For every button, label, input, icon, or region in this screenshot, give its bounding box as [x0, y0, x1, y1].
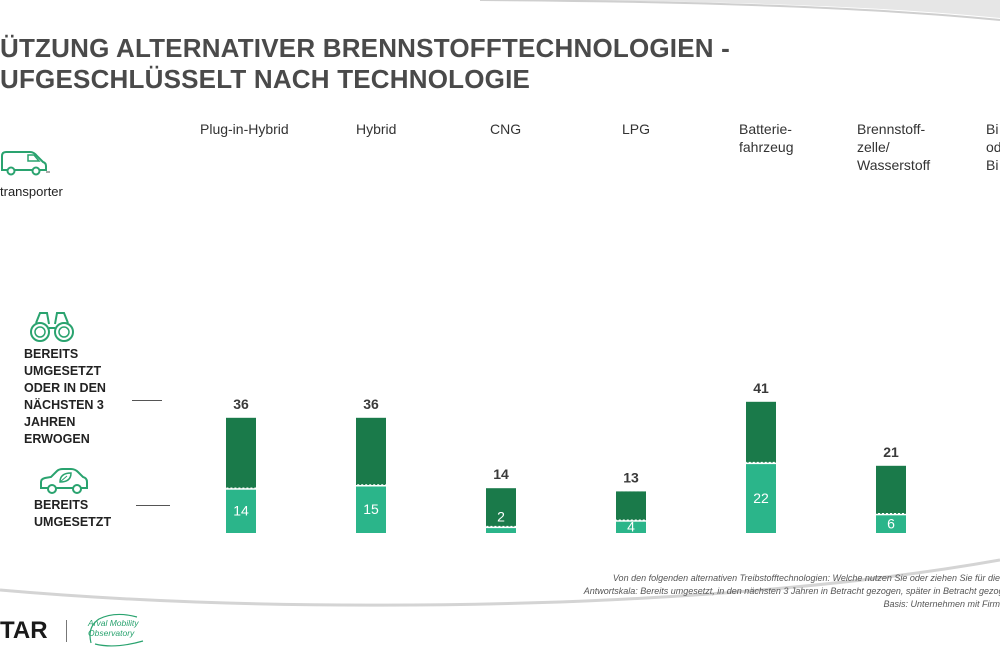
bar-implemented-1: [356, 486, 386, 533]
legend-implemented-label: BEREITS UMGESETZT: [34, 498, 112, 529]
bar-total-label-1: 36: [363, 396, 379, 412]
bar-total-label-5: 21: [883, 444, 899, 460]
bar-considered-4: [746, 401, 776, 463]
legend-implemented-leader: [136, 505, 170, 506]
bar-implemented-2: [486, 528, 516, 533]
bar-considered-edge-2: [484, 486, 518, 528]
legend-considered-leader: [132, 400, 162, 401]
car-leaf-icon: [40, 468, 88, 494]
bar-implemented-0: [226, 489, 256, 533]
bar-considered-edge-1: [354, 416, 388, 486]
bar-implemented-5: [876, 515, 906, 533]
category-label-batteriefahrzeug: Batterie- fahrzeug: [739, 121, 794, 155]
category-label-lpg: LPG: [622, 121, 651, 137]
segment-label-transporter: transporter: [0, 184, 63, 199]
company-logo-text: TAR: [0, 617, 48, 644]
bar-considered-edge-0: [224, 416, 258, 489]
bar-inner-label-2: 2: [497, 509, 505, 525]
bar-inner-label-1: 15: [363, 501, 379, 517]
footnote-basis: Basis: Unternehmen mit Firm: [883, 599, 1000, 609]
bar-inner-label-0: 14: [233, 503, 249, 519]
category-label-brennstoffzelle: Brennstoff- zelle/ Wasserstoff: [857, 121, 931, 173]
page-title: ÜTZUNG ALTERNATIVER BRENNSTOFFTECHNOLOGI…: [0, 33, 730, 95]
binoculars-icon: [30, 312, 74, 342]
bar-inner-label-3: 4: [627, 519, 635, 535]
footnote-question: Von den folgenden alternativen Treibstof…: [612, 573, 1000, 583]
category-label-hybrid: Hybrid: [356, 121, 397, 137]
logo-separator: [66, 620, 67, 642]
category-label-cng: CNG: [490, 121, 522, 137]
van-icon: [1, 151, 50, 176]
bar-considered-edge-3: [614, 489, 648, 521]
title-line-1: ÜTZUNG ALTERNATIVER BRENNSTOFFTECHNOLOGI…: [0, 33, 731, 63]
bar-considered-edge-4: [744, 400, 778, 464]
bar-inner-label-4: 22: [753, 490, 769, 506]
bar-implemented-3: [616, 521, 646, 533]
bar-implemented-4: [746, 464, 776, 533]
arval-mobility-logo: [89, 613, 144, 647]
bar-considered-edge-5: [874, 464, 908, 515]
category-label-plug-in-hybrid: Plug-in-Hybrid: [200, 121, 289, 137]
bar-total-label-4: 41: [753, 380, 769, 396]
arval-logo-line-1: Arval Mobility: [88, 618, 139, 628]
bar-total-label-3: 13: [623, 469, 639, 485]
title-line-2: UFGESCHLÜSSELT NACH TECHNOLOGIE: [0, 64, 531, 94]
bar-considered-3: [616, 491, 646, 521]
category-label-biogas-truncated: Bi od Bi: [986, 121, 1000, 173]
bar-total-label-2: 14: [493, 466, 509, 482]
arval-logo-line-2: Observatory: [88, 628, 135, 638]
bar-inner-label-5: 6: [887, 515, 895, 531]
top-swoosh-decoration: [479, 0, 1000, 21]
bar-considered-2: [486, 488, 516, 527]
bottom-swoosh-decoration: [0, 558, 1000, 607]
bar-considered-5: [876, 465, 906, 514]
bar-considered-0: [226, 417, 256, 489]
bar-total-label-0: 36: [233, 396, 249, 412]
footnote-answer-scale: Antwortskala: Bereits umgesetzt, in den …: [583, 586, 1000, 596]
legend-considered-label: BEREITS UMGESETZT ODER IN DEN NÄCHSTEN 3…: [24, 347, 106, 446]
bar-considered-1: [356, 417, 386, 485]
